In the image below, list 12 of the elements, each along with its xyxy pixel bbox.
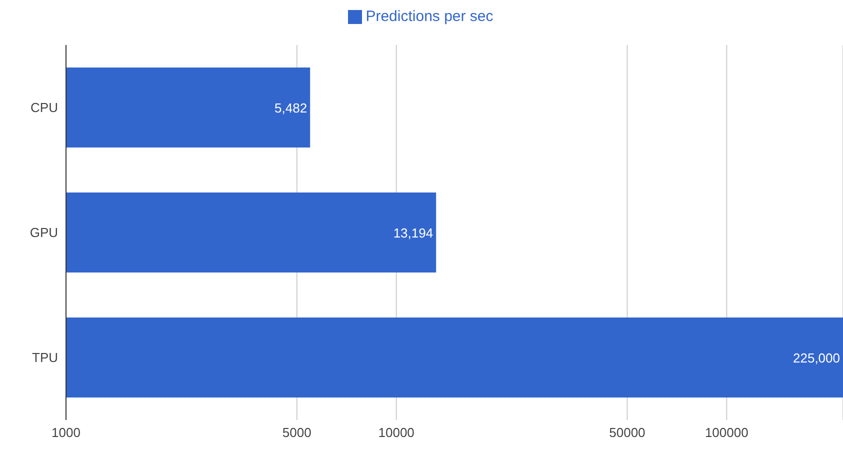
x-tick-label: 1000 [52,425,80,440]
data-label: 13,194 [393,226,434,240]
x-tick-label: 50000 [609,425,646,440]
x-tick-label: 5000 [282,425,312,440]
x-tick-label: 10000 [378,425,414,440]
x-tick-label: 100000 [704,425,748,440]
legend-label: Predictions per sec [366,8,494,25]
y-tick-label: TPU [32,350,58,366]
data-label: 225,000 [793,350,840,366]
y-tick-label: GPU [30,225,58,240]
data-label: 5,482 [274,100,308,116]
y-tick-label: CPU [30,100,58,116]
